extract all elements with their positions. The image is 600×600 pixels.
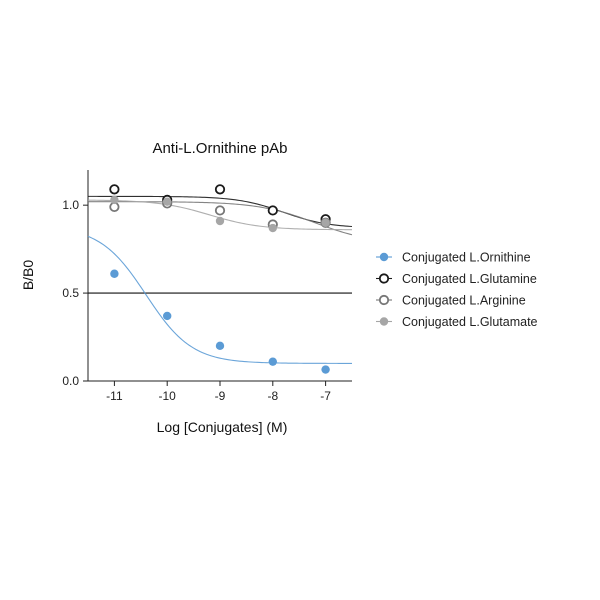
data-point — [110, 195, 119, 205]
y-tick-label: 0.5 — [62, 286, 79, 300]
data-point — [268, 357, 277, 366]
data-point — [321, 365, 330, 374]
data-point — [215, 216, 225, 226]
legend-label: Conjugated L.Ornithine — [402, 251, 531, 265]
data-point — [214, 205, 226, 216]
legend-marker — [379, 252, 389, 262]
x-tick-label: -8 — [267, 389, 278, 403]
x-axis-label: Log [Conjugates] (M) — [157, 419, 288, 435]
data-point — [214, 184, 226, 195]
chart-title: Anti-L.Ornithine pAb — [152, 140, 287, 157]
data-point — [268, 223, 277, 233]
x-tick-label: -9 — [215, 389, 226, 403]
data-point — [215, 341, 225, 351]
data-point — [110, 269, 119, 278]
legend-label: Conjugated L.Arginine — [402, 294, 526, 308]
legend-marker — [379, 317, 389, 326]
data-point — [321, 218, 330, 227]
y-tick-label: 1.0 — [62, 198, 79, 212]
y-axis-label: B/B0 — [20, 260, 36, 291]
data-point — [163, 311, 172, 321]
data-point — [267, 205, 278, 216]
fit-curve — [87, 235, 352, 364]
legend-marker — [378, 294, 390, 306]
x-tick-label: -11 — [106, 389, 123, 403]
x-tick-label: -7 — [320, 389, 331, 403]
legend: Conjugated L.Ornithine Conjugated L.Gluta… — [376, 251, 538, 329]
legend-marker — [378, 273, 390, 284]
data-point — [109, 184, 120, 195]
data-point — [163, 197, 172, 206]
plot-area: -11 -10 -9 -8 -7 0.0 0.5 1.0 — [62, 170, 353, 403]
y-tick-label: 0.0 — [62, 374, 79, 388]
x-tick-label: -10 — [159, 389, 177, 403]
legend-label: Conjugated L.Glutamate — [402, 315, 538, 329]
legend-label: Conjugated L.Glutamine — [402, 272, 537, 286]
